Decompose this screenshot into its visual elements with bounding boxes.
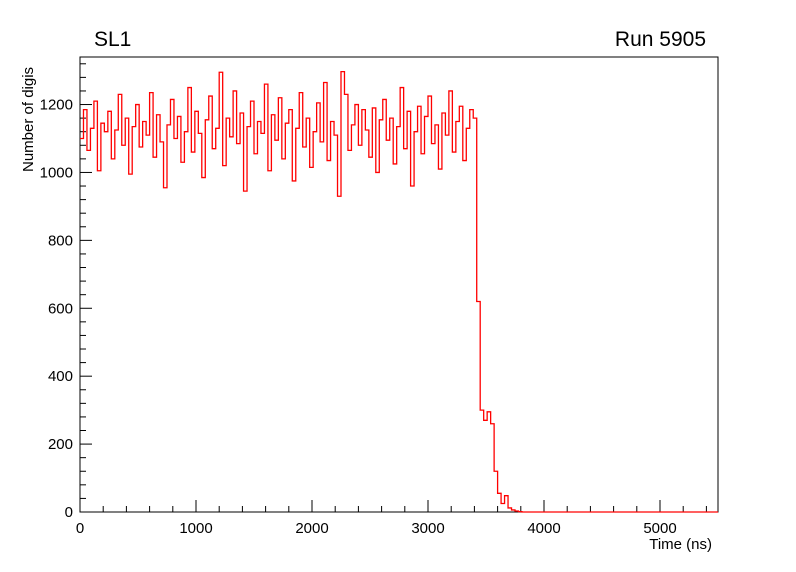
- x-tick-label: 4000: [527, 520, 560, 537]
- plot-frame: [79, 56, 719, 513]
- y-axis-title: Number of digis: [20, 67, 37, 172]
- y-tick-label: 1200: [40, 97, 73, 114]
- y-tick-label: 400: [48, 368, 73, 385]
- y-tick-label: 1000: [40, 164, 73, 181]
- x-tick-label: 5000: [643, 520, 676, 537]
- x-tick-label: 3000: [411, 520, 444, 537]
- x-tick-label: 0: [76, 520, 84, 537]
- data-series-line: [80, 70, 718, 513]
- y-tick-label: 800: [48, 232, 73, 249]
- x-axis-title: Time (ns): [649, 536, 712, 553]
- x-tick-label: 2000: [295, 520, 328, 537]
- series-layer: [80, 70, 718, 513]
- pad-title-right: Run 5905: [615, 28, 706, 51]
- y-tick-label: 200: [48, 436, 73, 453]
- y-tick-label: 0: [65, 504, 73, 521]
- x-tick-label: 1000: [179, 520, 212, 537]
- y-tick-label: 600: [48, 300, 73, 317]
- axes-layer: 0 1000 2000 3000 4000 5000 0 200 400 600 800 1000 12…: [40, 56, 719, 537]
- pad-title-left: SL1: [94, 28, 131, 51]
